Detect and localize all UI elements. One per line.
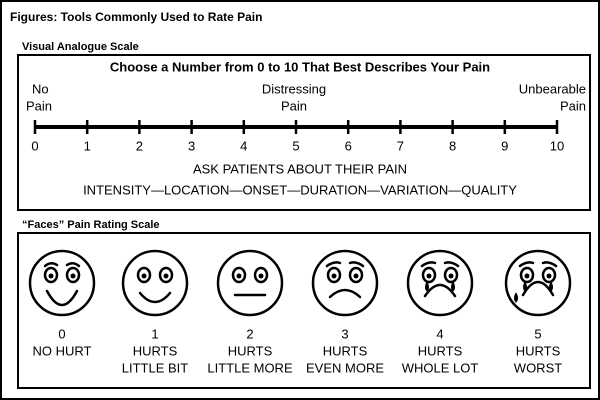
face-pupil	[141, 273, 147, 279]
scale-number: 4	[240, 138, 247, 153]
face-eye	[443, 266, 459, 284]
face-tear	[523, 281, 527, 292]
face-eye	[326, 266, 342, 284]
face-pupil	[48, 273, 54, 279]
face-outline	[28, 249, 96, 317]
face-brow	[443, 261, 460, 268]
face-eye	[253, 266, 269, 284]
scale-number: 0	[31, 138, 38, 153]
face-label: NO HURT	[33, 343, 92, 358]
anchor-label: No	[32, 81, 49, 96]
face-pupil	[353, 273, 359, 279]
vas-aspects: INTENSITY—LOCATION—ONSET—DURATION—VARIAT…	[83, 182, 517, 197]
vas-prompt: ASK PATIENTS ABOUT THEIR PAIN	[193, 161, 407, 176]
vas-instruction: Choose a Number from 0 to 10 That Best D…	[110, 59, 490, 74]
face-score: 1	[151, 326, 158, 341]
scale-number: 9	[501, 138, 508, 153]
face-outline	[406, 249, 474, 317]
face-tear	[514, 292, 518, 303]
face-label: HURTS	[323, 343, 368, 358]
face-tear	[549, 281, 553, 292]
face-eye	[231, 266, 247, 284]
face-pupil	[258, 273, 264, 279]
face-brow	[65, 262, 81, 268]
faces-heading: “Faces” Pain Rating Scale	[22, 219, 160, 231]
face-outline	[121, 249, 189, 317]
faces-box	[17, 232, 591, 389]
face-brow	[541, 261, 558, 268]
anchor-label: Pain	[281, 98, 307, 113]
face-mouth	[328, 288, 362, 299]
face-score: 2	[246, 326, 253, 341]
face-pupil	[331, 273, 337, 279]
face-eye	[348, 266, 364, 284]
face-pupil	[448, 273, 454, 279]
face-outline	[504, 249, 572, 317]
face-label: EVEN MORE	[306, 360, 384, 375]
face-label: HURTS	[133, 343, 178, 358]
face-eye	[158, 266, 174, 284]
face-tear	[425, 281, 429, 292]
face-score: 0	[58, 326, 65, 341]
face-brow	[325, 261, 342, 268]
scale-number: 6	[345, 138, 352, 153]
face-mouth	[45, 289, 79, 307]
face-brow	[43, 262, 59, 268]
face-mouth	[138, 291, 172, 304]
face-score: 3	[341, 326, 348, 341]
face-brow	[420, 261, 437, 268]
face-tear	[451, 281, 455, 292]
face-pupil	[426, 273, 432, 279]
face-eye	[541, 266, 557, 284]
face-pupil	[546, 273, 552, 279]
scale-number: 2	[136, 138, 143, 153]
generated: 0 1 2 3 4 5 6 7 8 9 10NoPainDistressingPainUnbeara…	[26, 81, 586, 375]
anchor-label: Distressing	[262, 81, 326, 96]
face-score: 4	[436, 326, 443, 341]
scale-number: 1	[84, 138, 91, 153]
face-label: HURTS	[516, 343, 561, 358]
face-label: HURTS	[418, 343, 463, 358]
face-pupil	[236, 273, 242, 279]
face-pupil	[163, 273, 169, 279]
scale-number: 5	[292, 138, 299, 153]
scale-number: 3	[188, 138, 195, 153]
face-pupil	[70, 273, 76, 279]
scale-number: 10	[550, 138, 564, 153]
face-label: WHOLE LOT	[402, 360, 479, 375]
anchor-label: Unbearable	[519, 81, 586, 96]
face-eye	[421, 266, 437, 284]
face-outline	[311, 249, 379, 317]
face-eye	[519, 266, 535, 284]
anchor-label: Pain	[26, 98, 52, 113]
face-eye	[65, 266, 81, 284]
face-label: LITTLE MORE	[207, 360, 293, 375]
face-brow	[348, 261, 365, 268]
vas-box	[17, 54, 591, 211]
vas-heading: Visual Analogue Scale	[22, 41, 139, 53]
scale-number: 7	[397, 138, 404, 153]
face-outline	[216, 249, 284, 317]
scale-number: 8	[449, 138, 456, 153]
face-eye	[136, 266, 152, 284]
face-label: HURTS	[228, 343, 273, 358]
face-label: WORST	[514, 360, 562, 375]
face-mouth	[423, 283, 457, 298]
anchor-label: Pain	[560, 98, 586, 113]
face-label: LITTLE BIT	[122, 360, 189, 375]
face-pupil	[524, 273, 530, 279]
face-brow	[518, 261, 535, 268]
figure-title: Figures: Tools Commonly Used to Rate Pai…	[10, 10, 262, 24]
face-score: 5	[534, 326, 541, 341]
face-eye	[43, 266, 59, 284]
